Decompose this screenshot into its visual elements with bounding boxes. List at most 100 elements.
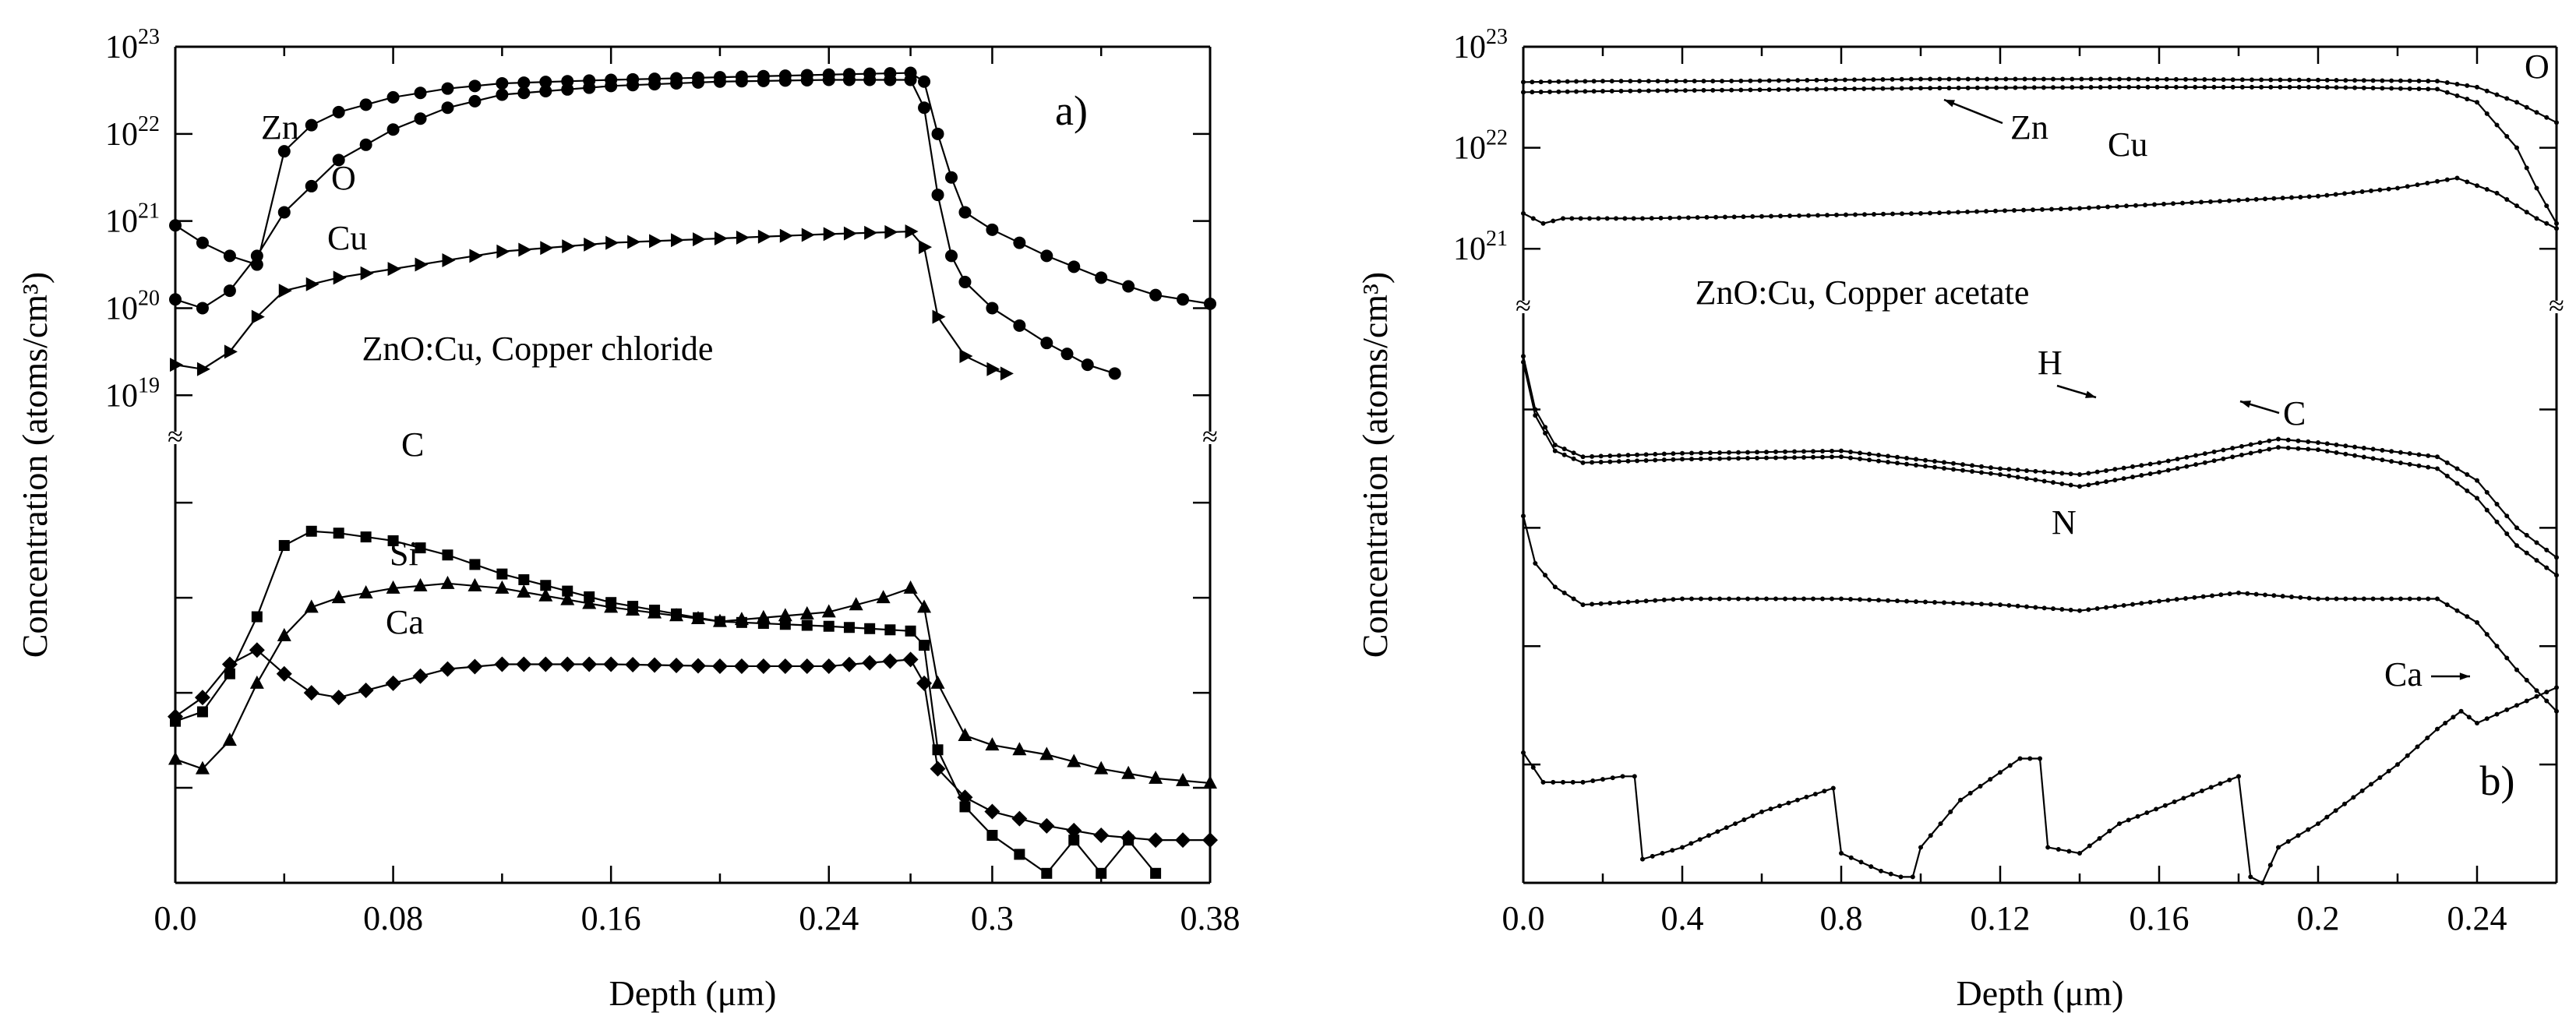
marker-h [1736,450,1741,455]
marker-ca [2395,762,2400,768]
y-axis-title: Concentration (atoms/cm³) [15,272,55,658]
marker-ca [2038,756,2042,761]
marker-c [2230,454,2235,460]
marker-n [2361,596,2366,602]
marker-zn [1637,88,1643,94]
marker-h [2276,436,2281,442]
marker-cu [692,232,706,247]
marker-ca [2218,781,2223,786]
marker-zn [1204,297,1216,310]
marker-cu [2096,205,2101,210]
marker-cu [2021,207,2026,213]
marker-zn [1766,87,1772,93]
marker-n [2524,677,2529,683]
marker-zn [2475,100,2479,105]
marker-cu [2161,201,2166,206]
marker-n [2334,596,2339,602]
marker-c [1590,460,1595,465]
marker-zn [250,258,263,271]
marker-zn [1776,86,1781,92]
marker-zn [1628,88,1633,94]
marker-ca [1580,779,1586,785]
marker-n [2426,596,2431,602]
marker-cu [2143,203,2147,208]
marker-zn [1600,89,1605,94]
marker-o [1013,319,1026,332]
marker-zn [918,75,931,88]
series-line-c [1522,362,2557,577]
marker-cu [1530,216,1536,221]
marker-si [331,590,346,604]
marker-zn [332,105,345,118]
marker-o [2268,77,2274,83]
marker-o [305,179,318,192]
marker-ca [2107,828,2112,834]
marker-h [2324,441,2330,446]
series-ca [1521,685,2559,885]
marker-zn [2435,86,2440,92]
marker-h [2514,525,2519,531]
marker-c [2494,519,2500,524]
marker-ca [1938,821,1943,827]
marker-c [2324,449,2330,454]
marker-cu [2504,197,2510,203]
marker-c [1571,456,1576,461]
marker-ca [2386,768,2391,774]
marker-o [2041,76,2046,82]
marker-cu [2333,192,2338,197]
marker-h [2316,440,2320,446]
marker-ca [2484,716,2490,722]
marker-h [2343,443,2348,449]
marker-c [1736,456,1741,461]
marker-si [413,577,428,591]
marker-zn [1521,90,1526,95]
marker-ca [1988,777,1993,782]
marker-cu [1806,213,1811,218]
marker-n [1820,596,1825,602]
marker-n [1839,596,1844,602]
marker-cu [605,235,619,250]
marker-c [864,623,876,634]
marker-c [2147,471,2153,477]
marker-zn [1795,86,1801,92]
marker-cu [2405,184,2410,189]
marker-si [249,675,264,689]
marker-n [2104,605,2108,610]
marker-zn [277,145,291,158]
marker-o [1842,77,1847,83]
marker-c [2544,565,2550,570]
marker-c [779,619,791,630]
marker-ca [1610,775,1615,781]
marker-c [959,801,971,813]
marker-zn [1833,86,1838,92]
marker-ca [249,642,265,658]
marker-zn [2454,93,2460,98]
marker-n [2494,644,2500,649]
marker-ca [516,656,532,672]
marker-ca [1697,837,1703,842]
marker-cu [714,231,728,245]
marker-o [169,293,182,306]
marker-cu [224,344,238,359]
marker-c [2334,450,2339,455]
marker-n [2544,698,2550,704]
marker-o [2098,76,2103,82]
marker-h [1914,457,1918,462]
marker-zn [1823,86,1829,92]
marker-c [1764,455,1769,461]
marker-ca [2045,845,2051,850]
marker-o [1880,76,1886,82]
marker-ca [276,665,292,682]
marker-cu [1909,211,1914,217]
marker-cu [1759,214,1764,219]
label-o: O [331,159,356,197]
marker-ca [2466,715,2472,720]
marker-ca [2087,843,2092,849]
marker-c [1717,456,1722,461]
marker-n [2389,596,2394,602]
marker-n [1521,514,1526,519]
marker-o [2221,77,2226,83]
y-tick-label: 1021 [105,199,160,240]
marker-o [2504,96,2510,101]
marker-o [2361,78,2366,83]
